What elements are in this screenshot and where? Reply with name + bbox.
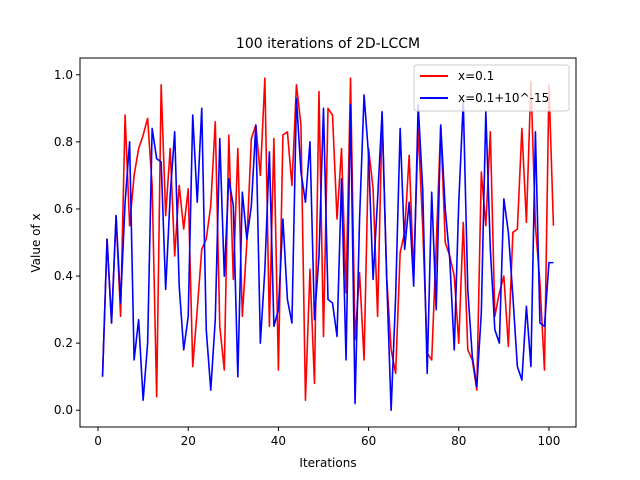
legend-label-series-1: x=0.1 — [458, 69, 494, 83]
legend: x=0.1 x=0.1+10^-15 — [413, 64, 570, 112]
chart-title: 100 iterations of 2D-LCCM — [236, 36, 420, 52]
y-tick-label: 0.8 — [54, 135, 73, 149]
legend-label-series-2: x=0.1+10^-15 — [458, 91, 549, 105]
y-tick-label: 0.0 — [54, 403, 73, 417]
x-tick-label: 20 — [181, 434, 196, 448]
x-tick-label: 40 — [271, 434, 286, 448]
y-tick-label: 1.0 — [54, 68, 73, 82]
x-tick-label: 0 — [94, 434, 102, 448]
plot-area — [101, 77, 555, 412]
y-tick-label: 0.4 — [54, 269, 73, 283]
y-tick-label: 0.6 — [54, 202, 73, 216]
x-axis-label: Iterations — [299, 456, 356, 470]
x-tick-label: 80 — [451, 434, 466, 448]
y-axis: 0.0 0.2 0.4 0.6 0.8 1.0 — [54, 68, 80, 417]
x-axis: 0 20 40 60 80 100 — [94, 427, 560, 448]
plot-frame — [79, 57, 577, 428]
x-tick-label: 60 — [361, 434, 376, 448]
y-axis-label: Value of x — [29, 213, 43, 272]
y-tick-label: 0.2 — [54, 336, 73, 350]
x-tick-label: 100 — [537, 434, 560, 448]
legend-box — [413, 64, 570, 112]
series-line-2 — [101, 94, 554, 412]
